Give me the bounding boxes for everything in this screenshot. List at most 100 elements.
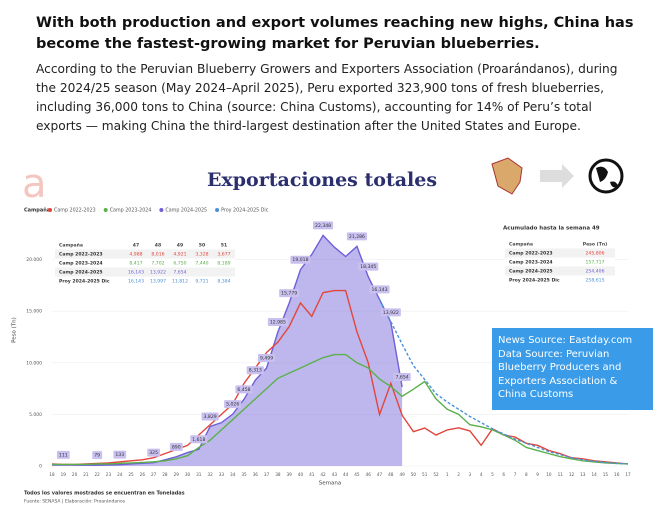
legend-label: Camp 2022-2023 xyxy=(54,208,96,214)
x-tick-label: 49 xyxy=(399,472,405,477)
table-header: Peso (Tn) xyxy=(583,242,608,248)
value-label-bg xyxy=(169,442,183,451)
table-header: Campaña xyxy=(509,242,533,248)
x-tick-label: 47 xyxy=(377,472,383,477)
area-fill xyxy=(52,235,403,466)
table-header: 47 xyxy=(133,243,139,249)
x-tick-label: 30 xyxy=(185,472,191,477)
footnote: Todos los valores mostrados se encuentra… xyxy=(24,491,185,497)
value-label: 7,654 xyxy=(396,375,409,381)
x-tick-label: 44 xyxy=(343,472,349,477)
table-cell: Camp 2024-2025 xyxy=(59,270,103,276)
value-label-bg xyxy=(235,385,253,394)
x-tick-label: 7 xyxy=(514,472,517,477)
legend-marker xyxy=(103,208,108,212)
table-header: 48 xyxy=(155,243,161,249)
headline: With both production and export volumes … xyxy=(36,15,634,52)
value-label-group: 5,026 xyxy=(224,400,242,409)
x-tick-label: 21 xyxy=(83,472,89,477)
legend-label: Camp 2024-2025 xyxy=(165,208,207,214)
value-label-bg xyxy=(313,221,334,230)
value-label-group: 890 xyxy=(169,442,183,451)
x-tick-label: 19 xyxy=(61,472,67,477)
table-row-bg xyxy=(55,249,235,259)
value-label: 111 xyxy=(59,452,68,458)
x-tick-label: 34 xyxy=(230,472,236,477)
table-cell: Proy 2024-2025 Dic xyxy=(509,278,560,284)
legend-marker xyxy=(215,208,220,212)
value-label: 325 xyxy=(149,450,158,456)
x-axis-label: Semana xyxy=(319,481,341,487)
value-label-group: 79 xyxy=(92,451,103,460)
x-tick-label: 15 xyxy=(603,472,609,477)
table-row-bg xyxy=(505,257,615,267)
value-label: 19,018 xyxy=(292,257,308,263)
table-cell: Camp 2024-2025 xyxy=(509,269,553,275)
value-label-group: 9,499 xyxy=(258,353,276,362)
table-cell: 11,812 xyxy=(172,279,188,285)
table-cell: 254,406 xyxy=(586,269,605,275)
table-cell: 4,988 xyxy=(129,252,142,258)
series-line xyxy=(51,234,403,466)
value-label-group: 3,829 xyxy=(201,412,219,421)
cumulative-title: Acumulado hasta la semana 49 xyxy=(503,226,600,232)
series-line xyxy=(52,353,629,466)
x-tick-label: 38 xyxy=(275,472,281,477)
x-tick-label: 11 xyxy=(558,472,564,477)
table-row-bg xyxy=(55,267,235,277)
table-cell: 7,654 xyxy=(173,270,186,276)
value-label: 6,458 xyxy=(237,387,250,393)
x-tick-label: 10 xyxy=(546,472,552,477)
x-tick-label: 50 xyxy=(411,472,417,477)
table-cell: 3,328 xyxy=(195,252,208,258)
x-tick-label: 17 xyxy=(625,472,631,477)
table-cell: 8,417 xyxy=(129,261,142,267)
table-cell: 16,143 xyxy=(128,279,144,285)
value-label-group: 325 xyxy=(147,448,161,457)
value-label-bg xyxy=(267,317,288,326)
paragraph: According to the Peruvian Blueberry Grow… xyxy=(36,62,618,133)
x-tick-label: 42 xyxy=(320,472,326,477)
x-tick-label: 25 xyxy=(128,472,134,477)
value-label-group: 1,618 xyxy=(190,435,208,444)
x-tick-label: 23 xyxy=(106,472,112,477)
table-cell: 157,717 xyxy=(586,260,605,266)
value-label-bg xyxy=(358,262,379,271)
value-label-group: 16,143 xyxy=(369,285,390,294)
table-cell: 6,750 xyxy=(173,261,186,267)
table-cell: 245,806 xyxy=(586,251,605,257)
value-label: 9,499 xyxy=(260,355,273,361)
x-tick-label: 20 xyxy=(72,472,78,477)
x-tick-label: 13 xyxy=(580,472,586,477)
series-line xyxy=(51,289,629,466)
table-cell: Camp 2022-2023 xyxy=(509,251,553,257)
table-cell: 4,921 xyxy=(173,252,186,258)
x-tick-label: 36 xyxy=(253,472,259,477)
x-tick-label: 31 xyxy=(196,472,202,477)
table-row-bg xyxy=(505,248,615,258)
x-tick-label: 9 xyxy=(536,472,539,477)
y-tick-label: 5.000 xyxy=(29,412,42,418)
value-label-bg xyxy=(113,450,127,459)
x-tick-label: 14 xyxy=(591,472,597,477)
x-tick-label: 29 xyxy=(174,472,180,477)
value-label-bg xyxy=(147,448,161,457)
x-tick-label: 12 xyxy=(569,472,575,477)
value-label-group: 15,779 xyxy=(279,289,300,298)
value-label: 21,286 xyxy=(349,234,365,240)
value-label: 79 xyxy=(94,453,100,459)
value-label-bg xyxy=(246,366,264,375)
value-label: 13,922 xyxy=(383,310,399,316)
chart-title: Exportaciones totales xyxy=(207,169,437,191)
arrow-icon xyxy=(540,164,574,188)
value-label-group: 8,313 xyxy=(246,366,264,375)
table-row-bg xyxy=(55,258,235,268)
x-tick-label: 37 xyxy=(264,472,270,477)
value-label-group: 21,286 xyxy=(346,232,367,241)
x-tick-label: 48 xyxy=(388,472,394,477)
value-label: 1,618 xyxy=(192,437,205,443)
table-header: 49 xyxy=(177,243,183,249)
x-tick-label: 22 xyxy=(95,472,101,477)
globe-land xyxy=(596,166,618,188)
value-label-bg xyxy=(201,412,219,421)
